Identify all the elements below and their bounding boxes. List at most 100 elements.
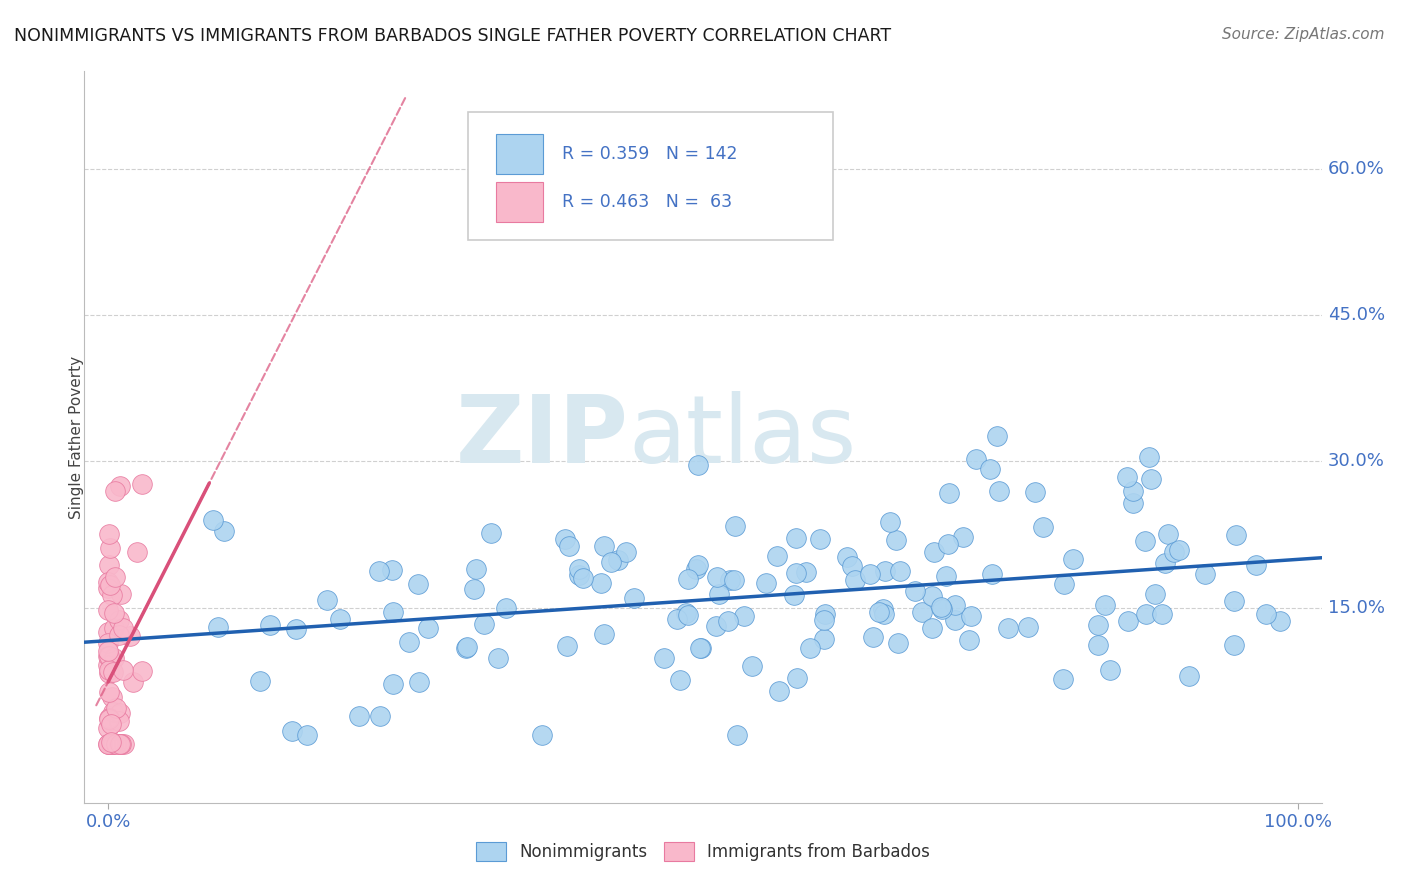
Point <box>808 533 831 547</box>
Point <box>1154 556 1177 570</box>
Point <box>329 612 352 626</box>
Point <box>1225 528 1247 542</box>
Point <box>676 573 699 587</box>
Point <box>97 710 120 724</box>
Text: 60.0%: 60.0% <box>1327 160 1385 178</box>
Text: R = 0.359   N = 142: R = 0.359 N = 142 <box>562 145 738 163</box>
Point <box>486 651 509 665</box>
Point <box>110 737 132 751</box>
Point <box>295 727 318 741</box>
Point <box>884 533 907 548</box>
Point <box>844 574 866 588</box>
Point <box>911 605 934 619</box>
Point <box>724 518 747 533</box>
Point <box>101 737 124 751</box>
Point <box>104 570 127 584</box>
Point <box>675 606 697 620</box>
Point <box>97 558 120 572</box>
Point <box>935 569 957 583</box>
Point <box>110 587 132 601</box>
Point <box>1094 599 1116 613</box>
Point <box>463 582 485 596</box>
Text: 30.0%: 30.0% <box>1327 452 1385 470</box>
Point <box>107 628 129 642</box>
Point <box>454 641 477 656</box>
Point <box>100 737 122 751</box>
Point <box>1053 576 1076 591</box>
Point <box>97 737 120 751</box>
Point <box>104 737 127 751</box>
Point <box>957 632 980 647</box>
Point <box>97 737 120 751</box>
Point <box>676 607 699 622</box>
Point <box>98 649 121 664</box>
Point <box>690 641 713 656</box>
Point <box>97 648 120 663</box>
Point <box>1122 484 1144 499</box>
Point <box>614 545 637 559</box>
Point <box>554 532 576 546</box>
Point <box>704 618 727 632</box>
Point <box>1223 594 1246 608</box>
Point <box>1168 542 1191 557</box>
Text: 15.0%: 15.0% <box>1327 599 1385 616</box>
Point <box>108 737 131 751</box>
Point <box>1144 587 1167 601</box>
Point <box>100 737 122 751</box>
Point <box>108 714 131 728</box>
Point <box>112 737 135 751</box>
Point <box>768 683 790 698</box>
Point <box>398 635 420 649</box>
Point <box>101 588 124 602</box>
Point <box>766 549 789 563</box>
Point <box>103 607 125 621</box>
Point <box>873 607 896 621</box>
Point <box>654 650 676 665</box>
Point <box>110 737 132 751</box>
Point <box>104 701 127 715</box>
Point <box>688 558 710 572</box>
Point <box>1062 552 1084 566</box>
Bar <box>496 134 543 174</box>
Point <box>101 690 124 704</box>
Point <box>706 570 728 584</box>
Point <box>1135 533 1157 548</box>
Point <box>104 484 127 499</box>
Point <box>98 714 121 728</box>
Point <box>97 737 120 751</box>
Point <box>472 616 495 631</box>
Point <box>794 565 817 579</box>
Point <box>572 571 595 585</box>
Text: atlas: atlas <box>628 391 858 483</box>
Point <box>98 665 121 680</box>
Point <box>1118 615 1140 629</box>
Point <box>979 462 1001 476</box>
Point <box>1116 470 1139 484</box>
Point <box>943 599 966 613</box>
Point <box>406 576 429 591</box>
Point <box>785 531 807 545</box>
Point <box>981 567 1004 582</box>
Point <box>943 613 966 627</box>
Point <box>841 559 863 574</box>
Text: NONIMMIGRANTS VS IMMIGRANTS FROM BARBADOS SINGLE FATHER POVERTY CORRELATION CHAR: NONIMMIGRANTS VS IMMIGRANTS FROM BARBADO… <box>14 27 891 45</box>
Point <box>101 737 124 751</box>
Point <box>929 600 952 615</box>
Point <box>110 706 132 721</box>
Legend: Nonimmigrants, Immigrants from Barbados: Nonimmigrants, Immigrants from Barbados <box>470 835 936 868</box>
Point <box>1163 545 1185 559</box>
Point <box>1087 618 1109 632</box>
Point <box>755 576 778 591</box>
Y-axis label: Single Father Poverty: Single Father Poverty <box>69 356 83 518</box>
Point <box>921 589 943 603</box>
Point <box>741 658 763 673</box>
Point <box>686 458 709 473</box>
Point <box>495 601 517 615</box>
Point <box>110 479 132 493</box>
Point <box>97 684 120 698</box>
Point <box>835 549 858 564</box>
Point <box>347 708 370 723</box>
Point <box>1150 607 1173 622</box>
Point <box>1254 607 1277 621</box>
Point <box>952 530 974 544</box>
